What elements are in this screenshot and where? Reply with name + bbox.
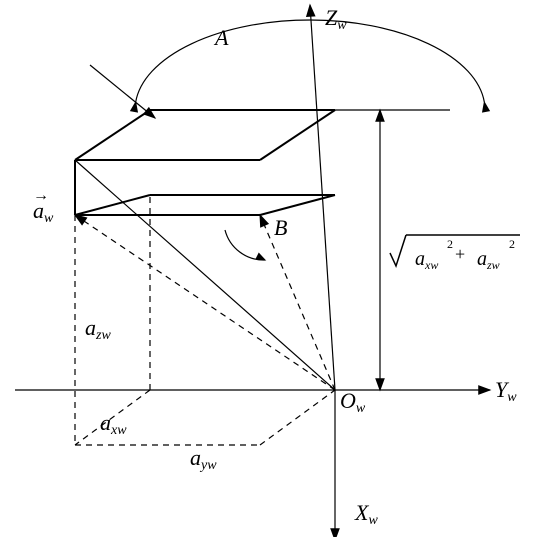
svg-text:Zw: Zw: [325, 5, 347, 33]
svg-text:+: +: [455, 244, 465, 264]
svg-text:axw: axw: [100, 410, 127, 438]
svg-text:aw: aw: [33, 198, 54, 226]
coordinate-diagram: ZwYwXwOwAB→awazwaxwaywaxw2+azw2: [0, 0, 556, 537]
svg-text:azw: azw: [477, 248, 500, 272]
svg-text:Ow: Ow: [340, 388, 366, 416]
svg-text:Yw: Yw: [495, 377, 517, 405]
svg-text:A: A: [213, 25, 229, 50]
svg-text:Xw: Xw: [354, 500, 378, 528]
svg-text:azw: azw: [85, 315, 111, 343]
svg-text:B: B: [274, 215, 287, 240]
svg-text:ayw: ayw: [190, 445, 217, 473]
svg-text:2: 2: [509, 237, 515, 251]
svg-text:axw: axw: [415, 248, 438, 272]
svg-text:2: 2: [447, 237, 453, 251]
